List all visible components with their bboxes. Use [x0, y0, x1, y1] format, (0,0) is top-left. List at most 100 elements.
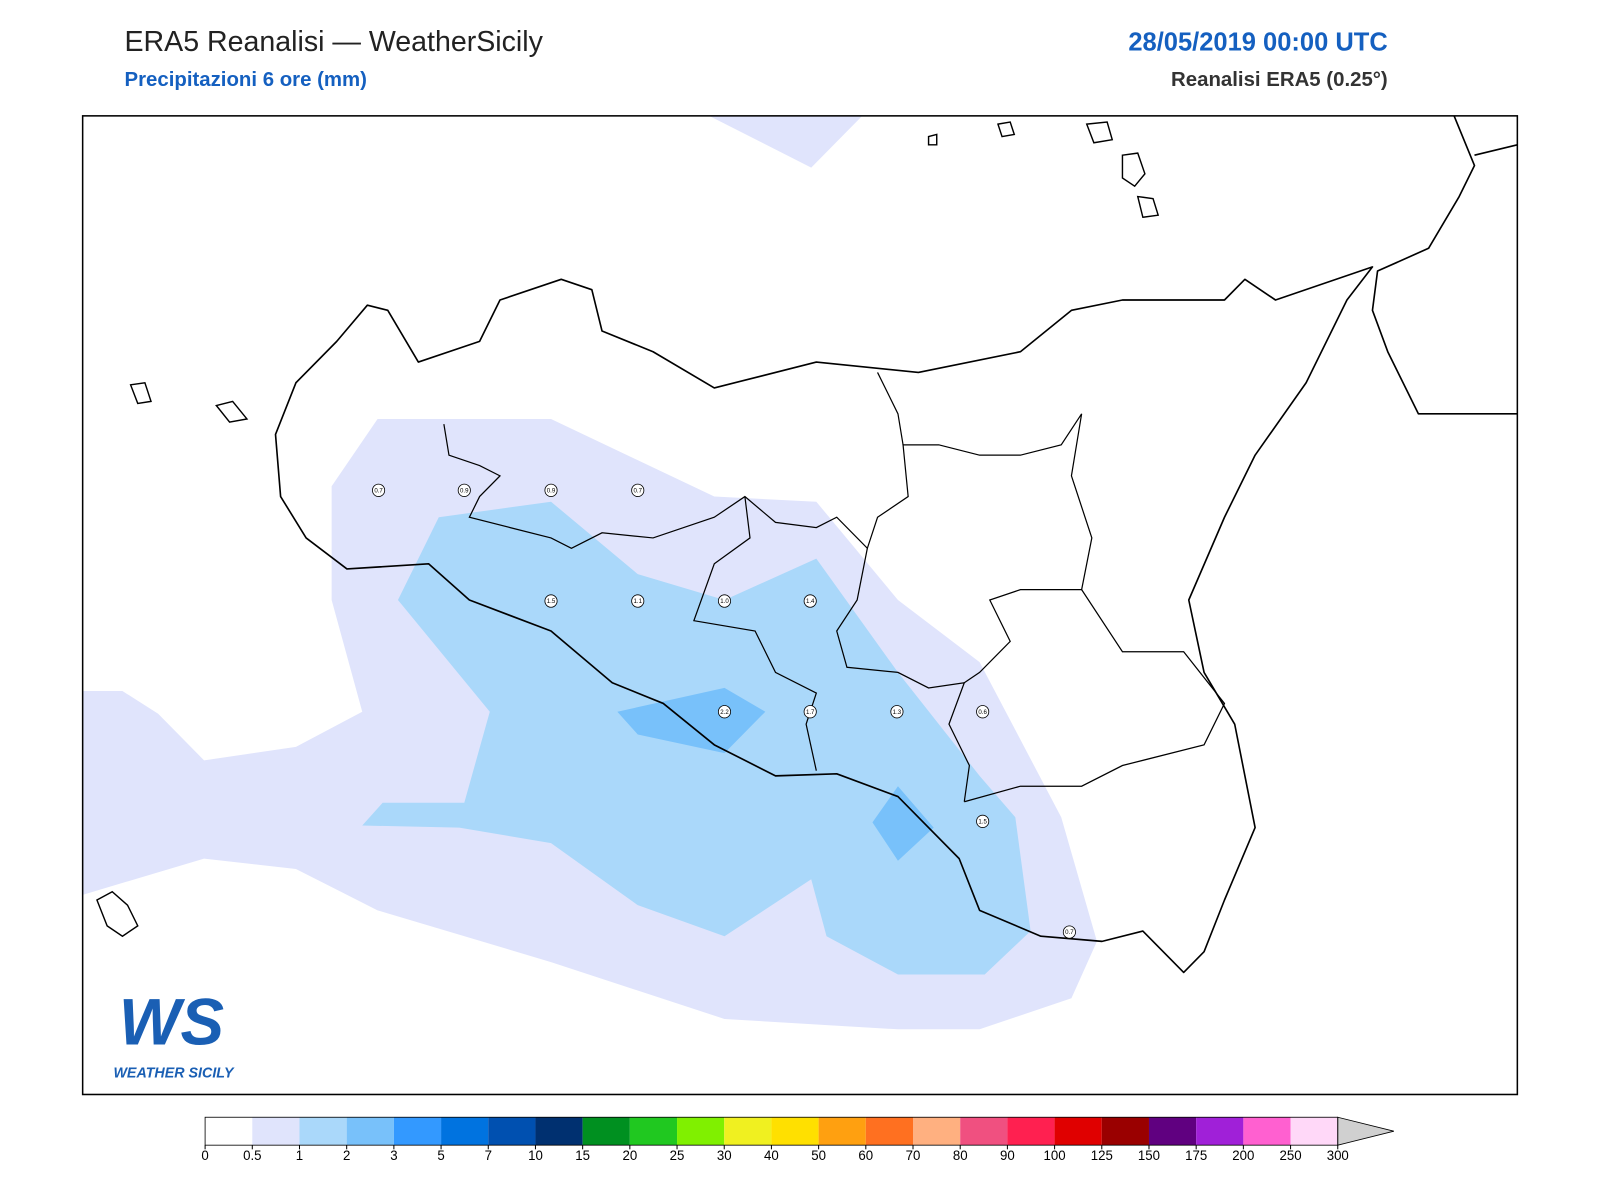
subtitle: Precipitazioni 6 ore (mm) [124, 68, 366, 91]
island [997, 121, 1016, 138]
island [129, 381, 152, 405]
island [215, 400, 249, 423]
station-marker [717, 705, 732, 719]
station-marker [544, 483, 558, 497]
colorbar-extend [1337, 1116, 1394, 1146]
island [1136, 195, 1160, 219]
colorbar-tick-label: 3 [390, 1148, 397, 1163]
colorbar-bin [913, 1117, 961, 1146]
colorbar-tick-label: 175 [1185, 1148, 1207, 1163]
colorbar-tick-label: 200 [1232, 1148, 1254, 1163]
colorbar-bin [393, 1117, 442, 1146]
colorbar-bin [1243, 1117, 1291, 1146]
colorbar-bin [1007, 1117, 1055, 1146]
colorbar-bin [818, 1117, 866, 1146]
colorbar-tick-label: 10 [528, 1148, 543, 1163]
logo-mark: WS [119, 984, 224, 1059]
colorbar-bin [205, 1117, 253, 1146]
precip-area [617, 687, 766, 754]
colorbar-tick-label: 20 [622, 1148, 637, 1163]
colorbar: 0 0.5 1 2 3 5 7 10 15 20 25 30 40 50 60 70 80 90 100 125 150… [201, 1116, 1394, 1163]
stations: 0.7 0.9 0.9 0.7 1.5 1.1 1.0 1.4 2.2 1.7 1.3 0.6 1.5 0… [372, 483, 1076, 939]
island [1121, 152, 1146, 188]
colorbar-tick-label: 2 [343, 1148, 350, 1163]
colorbar-bin [960, 1117, 1008, 1146]
station-value: 0.7 [634, 487, 643, 494]
colorbar-bin [1054, 1117, 1102, 1146]
colorbar-bin [629, 1117, 678, 1146]
station-marker [457, 483, 471, 497]
colorbar-tick-label: 7 [485, 1148, 492, 1163]
colorbar-tick-label: 40 [764, 1148, 779, 1163]
station-marker [372, 483, 386, 497]
colorbar-tick-label: 0.5 [243, 1148, 261, 1163]
colorbar-tick-label: 70 [906, 1148, 921, 1163]
island [96, 890, 139, 938]
colorbar-bin [535, 1117, 583, 1146]
island [927, 133, 938, 146]
precip-area [709, 115, 863, 168]
colorbar-tick-label: 30 [717, 1148, 732, 1163]
colorbar-tick-label: 150 [1138, 1148, 1160, 1163]
colorbar-tick-label: 1 [296, 1148, 303, 1163]
datetime: 28/05/2019 00:00 UTC [1128, 28, 1387, 56]
station-marker [803, 594, 817, 608]
colorbar-bin [865, 1117, 914, 1146]
admin-border [964, 589, 1226, 803]
colorbar-tick-label: 300 [1327, 1148, 1349, 1163]
station-marker [1062, 925, 1076, 939]
colorbar-bin [1290, 1117, 1338, 1146]
station-value: 1.1 [634, 598, 643, 605]
colorbar-tick-label: 25 [670, 1148, 685, 1163]
station-value: 0.7 [374, 487, 383, 494]
station-marker [631, 594, 645, 608]
colorbar-bin [1148, 1117, 1197, 1146]
station-marker [544, 594, 558, 608]
coastline [274, 266, 1374, 974]
coastline [1371, 115, 1518, 415]
station-marker [803, 705, 817, 719]
station-value: 1.5 [978, 818, 987, 825]
station-marker [717, 594, 732, 608]
colorbar-bin [299, 1117, 347, 1146]
colorbar-tick-label: 50 [811, 1148, 826, 1163]
colorbar-tick-label: 250 [1280, 1148, 1302, 1163]
colorbar-tick-label: 125 [1091, 1148, 1113, 1163]
station-marker [976, 705, 990, 719]
colorbar-bin [441, 1117, 489, 1146]
admin-border [877, 372, 904, 445]
station-marker [976, 814, 990, 829]
station-value: 1.0 [720, 598, 729, 605]
station-value: 2.2 [720, 709, 729, 716]
admin-border [836, 548, 971, 802]
station-value: 0.9 [460, 487, 469, 494]
station-value: 1.3 [893, 709, 902, 716]
colorbar-bin [346, 1117, 394, 1146]
colorbar-tick-label: 60 [858, 1148, 873, 1163]
station-marker [631, 483, 645, 497]
station-value: 0.7 [1065, 929, 1074, 936]
precip-area [872, 786, 934, 861]
colorbar-tick-label: 15 [575, 1148, 590, 1163]
station-value: 0.9 [547, 487, 556, 494]
station-value: 1.4 [806, 598, 815, 605]
colorbar-bin [252, 1117, 300, 1146]
colorbar-bin [677, 1117, 725, 1146]
admin-border [963, 413, 1093, 684]
colorbar-bin [488, 1117, 536, 1146]
map: 0.7 0.9 0.9 0.7 1.5 1.1 1.0 1.4 2.2 1.7 1.3 0.6 1.5 0… [81, 115, 1519, 1096]
station-value: 0.6 [978, 709, 987, 716]
colorbar-tick-label: 0 [201, 1148, 208, 1163]
station-value: 1.5 [547, 598, 556, 605]
colorbar-bin [582, 1117, 630, 1146]
station-marker [890, 705, 904, 719]
colorbar-tick-label: 100 [1044, 1148, 1066, 1163]
island [1085, 121, 1114, 144]
colorbar-bin [724, 1117, 772, 1146]
map-frame [81, 115, 1519, 1096]
colorbar-tick-label: 80 [953, 1148, 968, 1163]
title: ERA5 Reanalisi — WeatherSicily [124, 26, 543, 58]
logo-name: WEATHER SICILY [113, 1066, 234, 1082]
colorbar-tick-label: 90 [1000, 1148, 1015, 1163]
